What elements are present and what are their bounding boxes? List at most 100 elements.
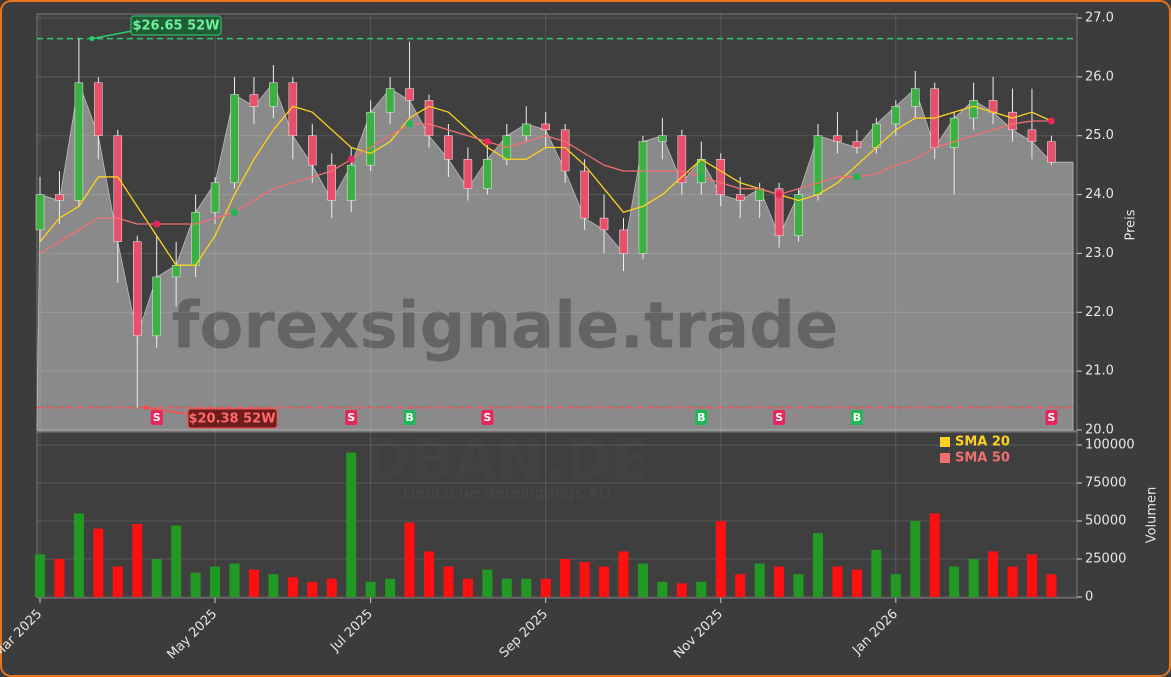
candle-body xyxy=(911,88,920,107)
candle-body xyxy=(444,135,453,160)
signal-badge xyxy=(695,410,708,425)
volume-bar xyxy=(774,566,785,597)
candle-body xyxy=(755,188,764,201)
candle-body xyxy=(171,264,181,278)
signal-badge xyxy=(345,410,358,425)
volume-bar xyxy=(229,563,240,597)
candle-body xyxy=(346,164,356,201)
volume-bar xyxy=(1026,554,1037,597)
volume-bar xyxy=(462,578,473,597)
signal-badge xyxy=(150,410,163,425)
volume-bar xyxy=(307,581,318,597)
volume-bar xyxy=(618,551,629,597)
low-52w-box xyxy=(187,408,278,429)
signal-dot xyxy=(231,208,238,216)
candle-body xyxy=(133,241,142,337)
signal-label: S xyxy=(347,411,355,424)
candle-body xyxy=(1008,111,1017,131)
volume-bar xyxy=(268,574,279,597)
volume-bar xyxy=(190,572,201,597)
candle-body xyxy=(327,164,336,201)
signal-dot xyxy=(406,120,414,128)
candle-body xyxy=(366,111,375,166)
volume-bar xyxy=(988,551,999,597)
signal-label: B xyxy=(405,411,413,424)
candle-body xyxy=(522,123,531,136)
sma-line xyxy=(39,105,1052,266)
signal-dot xyxy=(347,155,355,163)
candle-body xyxy=(308,135,317,166)
signal-dot xyxy=(483,138,491,146)
high-52w-label: $26.65 52W xyxy=(132,19,219,34)
symbol-watermark: DBAN.DE xyxy=(364,428,649,493)
signal-badge xyxy=(403,410,416,425)
volume-bar xyxy=(482,569,493,597)
candle-body xyxy=(152,276,161,337)
signal-label: S xyxy=(483,411,491,424)
candle-body xyxy=(113,135,123,242)
volume-bar xyxy=(871,549,882,597)
candle-body xyxy=(599,217,609,231)
low-52w-tip xyxy=(143,405,149,411)
candle-body xyxy=(1027,129,1037,142)
candle-body xyxy=(949,117,959,148)
candle-body xyxy=(463,159,473,189)
signal-label: B xyxy=(697,411,705,424)
legend-swatch xyxy=(940,437,950,447)
volume-bar xyxy=(443,566,454,597)
y2-tick-label: 25000 xyxy=(1085,552,1126,567)
candle-body xyxy=(794,194,803,237)
candle-body xyxy=(774,188,784,237)
volume-bar xyxy=(540,578,551,597)
volume-bar xyxy=(521,578,532,597)
candle-body xyxy=(891,106,901,125)
candle-body xyxy=(872,123,881,148)
candle-body xyxy=(541,123,550,131)
y-tick-label: 24.0 xyxy=(1085,187,1114,202)
volume-bar xyxy=(1046,574,1057,597)
candle-body xyxy=(288,82,298,136)
volume-bar xyxy=(851,569,862,597)
company-watermark: Deutsche Beteiligungs AG xyxy=(403,484,611,503)
signal-dot xyxy=(697,173,705,181)
y-tick-label: 21.0 xyxy=(1085,364,1114,379)
volume-bar xyxy=(696,581,707,597)
signal-dot xyxy=(853,173,861,181)
volume-bar xyxy=(735,574,746,597)
legend-label: SMA 50 xyxy=(955,451,1010,466)
volume-bar xyxy=(210,566,221,597)
candle-body xyxy=(580,170,589,219)
volume-bar xyxy=(54,559,65,597)
candle-body xyxy=(969,100,978,119)
candle-body xyxy=(483,159,492,189)
volume-bar xyxy=(287,577,298,597)
candle-body xyxy=(424,100,434,136)
volume-bar xyxy=(1007,566,1018,597)
volume-bar xyxy=(968,559,979,597)
volume-bar xyxy=(112,566,123,597)
y2-axis-label: Volumen xyxy=(1145,487,1160,544)
watermark: forexsignale.trade xyxy=(172,290,839,364)
candle-body xyxy=(619,229,628,254)
volume-bar xyxy=(890,574,901,597)
volume-bar xyxy=(35,554,45,597)
volume-bar xyxy=(73,513,84,597)
volume-bar xyxy=(365,581,376,597)
volume-bar xyxy=(754,563,765,597)
y-tick-label: 27.0 xyxy=(1085,11,1114,26)
legend-swatch xyxy=(940,453,950,463)
candle-body xyxy=(55,194,64,201)
candle-body xyxy=(1047,141,1056,163)
y-tick-label: 23.0 xyxy=(1085,246,1114,261)
volume-bar xyxy=(346,452,357,597)
signal-badge xyxy=(1045,410,1058,425)
candle-body xyxy=(677,135,687,184)
y-tick-label: 22.0 xyxy=(1085,305,1114,320)
candle-body xyxy=(94,82,103,136)
volume-bar xyxy=(385,578,396,597)
volume-bar xyxy=(248,569,259,597)
high-52w-tip xyxy=(89,36,95,42)
signal-badge xyxy=(481,410,494,425)
